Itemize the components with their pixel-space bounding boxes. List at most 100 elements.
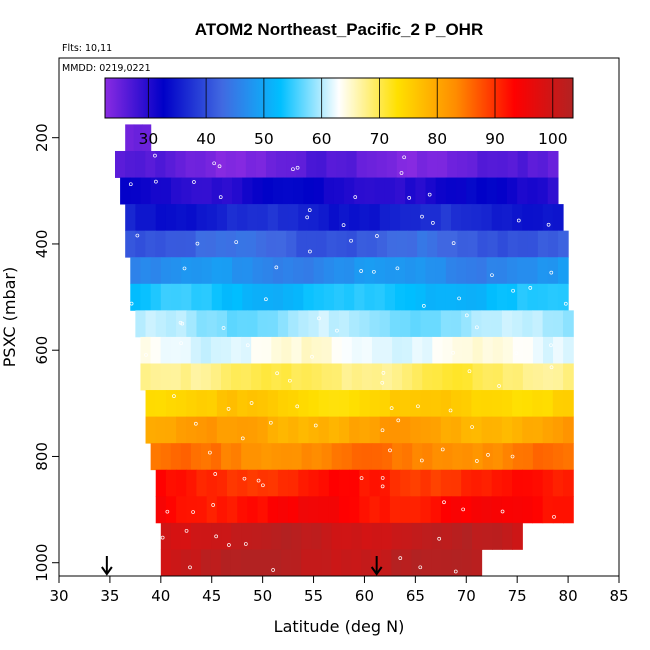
heatmap-cell — [471, 496, 483, 524]
sample-point — [422, 304, 426, 308]
heatmap-cell — [389, 390, 401, 418]
heatmap-cell — [440, 204, 452, 232]
heatmap-cell — [341, 443, 353, 471]
sample-point — [451, 350, 455, 355]
heatmap-cell — [306, 150, 317, 178]
heatmap-cell — [522, 310, 534, 338]
heatmap-cell — [298, 469, 310, 497]
heatmap-cell — [517, 283, 528, 311]
heatmap-cell — [427, 150, 438, 178]
heatmap-cell — [247, 310, 259, 338]
heatmap-cell — [245, 230, 257, 258]
heatmap-cell — [155, 469, 167, 497]
heatmap-cell — [155, 310, 167, 338]
heatmap-cell — [339, 310, 350, 338]
heatmap-cell — [382, 443, 393, 471]
heatmap-cell — [191, 257, 203, 285]
heatmap-cell — [501, 204, 513, 232]
heatmap-cell — [190, 336, 202, 364]
heatmap-cell — [272, 257, 284, 285]
sample-point — [467, 369, 472, 374]
heatmap-cell — [496, 177, 508, 205]
x-tick-label: 80 — [559, 587, 578, 605]
heatmap-cell — [441, 522, 453, 550]
heatmap-cell — [216, 310, 228, 338]
heatmap-cell — [415, 257, 427, 285]
x-tick-label: 30 — [49, 587, 68, 605]
heatmap-cell — [286, 150, 297, 178]
heatmap-cell — [351, 336, 363, 364]
heatmap-cell — [379, 469, 391, 497]
heatmap-cell — [232, 283, 243, 311]
heatmap-cell — [364, 257, 376, 285]
heatmap-cell — [400, 310, 411, 338]
heatmap-cell — [401, 549, 412, 577]
heatmap-cell — [215, 150, 227, 178]
heatmap-cell — [155, 230, 167, 258]
heatmap-cell — [472, 443, 484, 471]
heatmap-cell — [420, 469, 432, 497]
heatmap-cell — [532, 204, 544, 232]
heatmap-cell — [247, 204, 259, 232]
heatmap-cell — [160, 336, 172, 364]
heatmap-cell — [386, 230, 398, 258]
sample-point — [188, 565, 192, 570]
heatmap-cell — [381, 336, 393, 364]
heatmap-cell — [155, 390, 167, 418]
heatmap-cell — [359, 416, 371, 444]
heatmap-cell — [180, 363, 192, 391]
heatmap-cell — [271, 443, 283, 471]
sample-point — [221, 326, 226, 330]
heatmap-cell — [140, 257, 152, 285]
x-tick-label: 40 — [151, 587, 170, 605]
heatmap-cell — [411, 522, 423, 550]
heatmap-cell — [271, 363, 282, 391]
heatmap-cell — [339, 204, 350, 232]
heatmap-cell — [481, 496, 493, 524]
heatmap-cell — [351, 522, 363, 550]
heatmap-cell — [491, 390, 503, 418]
heatmap-cell — [557, 283, 569, 311]
sample-point — [451, 241, 456, 245]
heatmap-cell — [313, 283, 325, 311]
heatmap-cell — [165, 230, 177, 258]
heatmap-cell — [211, 522, 222, 550]
sample-point — [516, 218, 521, 223]
heatmap-cell — [267, 390, 279, 418]
heatmap-cell — [501, 469, 513, 497]
heatmap-cell — [308, 390, 320, 418]
heatmap-cell — [160, 522, 172, 550]
heatmap-cell — [532, 310, 544, 338]
heatmap-cell — [150, 336, 162, 364]
flights-note: Flts: 10,11 — [62, 43, 112, 54]
sample-point — [153, 153, 157, 158]
heatmap-cell — [155, 204, 167, 232]
heatmap-cell — [430, 496, 442, 524]
sample-point — [359, 476, 364, 480]
heatmap-cell — [283, 177, 294, 205]
sample-point — [295, 165, 300, 170]
heatmap-cell — [165, 204, 177, 232]
heatmap-cell — [351, 443, 363, 471]
heatmap-cell — [216, 204, 228, 232]
heatmap-cell — [542, 416, 554, 444]
heatmap-cell — [456, 177, 467, 205]
heatmap-cell — [430, 204, 442, 232]
heatmap-cell — [206, 204, 218, 232]
x-tick-label: 85 — [609, 587, 628, 605]
heatmap-cell — [425, 257, 437, 285]
heatmap-cell — [400, 416, 411, 444]
heatmap-cell — [328, 469, 340, 497]
heatmap-cell — [220, 549, 232, 577]
sample-point — [160, 535, 165, 540]
sample-point — [305, 215, 310, 220]
heatmap-cell — [130, 177, 142, 205]
heatmap-cell — [200, 443, 212, 471]
heatmap-cell — [507, 283, 518, 311]
sample-point — [372, 269, 376, 274]
heatmap-cell — [522, 390, 534, 418]
heatmap-cell — [181, 283, 192, 311]
heatmap-cell — [323, 283, 335, 311]
heatmap-cell — [420, 496, 432, 524]
heatmap-cell — [512, 522, 523, 550]
